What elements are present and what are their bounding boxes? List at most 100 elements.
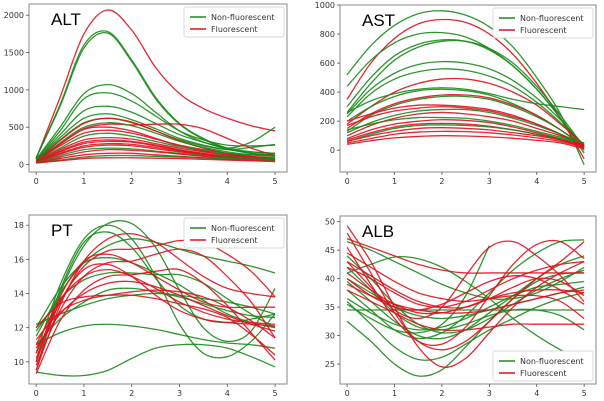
series-line-fluorescent — [346, 119, 585, 147]
x-tick-label: 5 — [582, 177, 587, 186]
panel-title-pt: PT — [51, 221, 73, 240]
x-tick-label: 3 — [487, 177, 492, 186]
legend-label: Fluorescent — [520, 369, 567, 378]
series-line-fluorescent — [35, 268, 276, 375]
series-line-fluorescent — [346, 18, 585, 160]
y-tick-label: 18 — [14, 221, 24, 230]
y-tick-label: 12 — [14, 324, 24, 333]
series-line-fluorescent — [36, 152, 276, 164]
legend-box — [183, 217, 285, 249]
legend: Non-fluorescent Fluorescent — [183, 217, 285, 249]
legend-label: Fluorescent — [211, 236, 258, 245]
series-line-non-fluorescent — [346, 266, 585, 331]
series-group-pt — [35, 220, 276, 377]
legend-label: Fluorescent — [211, 25, 258, 34]
series-line-non-fluorescent — [36, 343, 276, 377]
x-tick-label: 0 — [34, 389, 39, 398]
y-tick-label: 45 — [325, 246, 335, 255]
series-line-fluorescent — [346, 289, 585, 332]
series-line-fluorescent — [346, 283, 585, 314]
x-tick-label: 3 — [177, 177, 182, 186]
series-line-non-fluorescent — [35, 323, 276, 349]
x-tick-label: 3 — [487, 389, 492, 398]
axes-frame — [28, 214, 288, 385]
series-line-fluorescent — [346, 238, 585, 274]
y-tick-label: 0 — [330, 146, 335, 155]
x-tick-label: 0 — [34, 177, 39, 186]
y-tick-label: 400 — [320, 88, 335, 97]
series-line-non-fluorescent — [35, 92, 276, 160]
x-tick-label: 4 — [225, 389, 230, 398]
series-line-non-fluorescent — [346, 60, 585, 147]
x-tick-label: 2 — [129, 389, 134, 398]
series-line-non-fluorescent — [35, 220, 276, 371]
series-line-non-fluorescent — [35, 287, 276, 346]
series-line-fluorescent — [346, 94, 585, 147]
series-line-fluorescent — [35, 9, 276, 159]
series-line-non-fluorescent — [346, 124, 585, 144]
series-line-non-fluorescent — [346, 245, 490, 334]
y-tick-label: 35 — [325, 303, 335, 312]
panel-title-ast: AST — [362, 11, 395, 30]
series-line-non-fluorescent — [35, 147, 276, 163]
legend-label: Non-fluorescent — [211, 13, 275, 22]
legend-box — [183, 6, 285, 38]
series-line-non-fluorescent — [346, 10, 585, 166]
x-tick-label: 2 — [439, 177, 444, 186]
legend-box — [492, 7, 594, 39]
series-line-fluorescent — [35, 294, 276, 356]
y-tick-label: 25 — [325, 360, 335, 369]
series-group-alt — [35, 9, 276, 164]
y-tick-label: 16 — [14, 255, 24, 264]
y-tick-label: 10 — [14, 358, 24, 367]
y-tick-label: 800 — [320, 30, 335, 39]
y-tick-label: 1000 — [4, 86, 24, 95]
x-tick-label: 5 — [273, 389, 278, 398]
y-tick-label: 1000 — [315, 1, 335, 10]
legend: Non-fluorescent Fluorescent — [183, 6, 285, 38]
y-tick-label: 1500 — [4, 49, 24, 58]
series-line-fluorescent — [347, 135, 585, 150]
series-line-non-fluorescent — [346, 39, 585, 148]
series-line-fluorescent — [346, 261, 585, 309]
series-line-fluorescent — [346, 111, 585, 146]
series-line-fluorescent — [35, 253, 276, 359]
y-tick-label: 40 — [325, 275, 335, 284]
series-line-fluorescent — [346, 127, 585, 147]
x-tick-label: 1 — [81, 177, 86, 186]
series-group-alb — [346, 225, 585, 377]
series-line-non-fluorescent — [346, 95, 585, 148]
x-tick-label: 0 — [345, 177, 350, 186]
series-line-fluorescent — [35, 136, 276, 163]
legend: Non-fluorescent Fluorescent — [492, 7, 594, 39]
series-line-non-fluorescent — [35, 292, 276, 325]
x-tick-label: 4 — [534, 177, 539, 186]
legend-label: Non-fluorescent — [211, 224, 275, 233]
panel-title-alt: ALT — [51, 10, 81, 29]
series-line-fluorescent — [35, 248, 276, 366]
series-line-fluorescent — [36, 157, 276, 164]
legend: Non-fluorescent Fluorescent — [492, 350, 594, 382]
series-line-fluorescent — [35, 232, 276, 371]
series-line-non-fluorescent — [346, 280, 585, 331]
series-line-fluorescent — [35, 239, 276, 354]
series-group-ast — [346, 10, 585, 166]
y-tick-label: 600 — [320, 59, 335, 68]
legend-label: Fluorescent — [520, 26, 567, 35]
x-tick-label: 2 — [439, 389, 444, 398]
x-tick-label: 2 — [129, 177, 134, 186]
x-tick-label: 4 — [534, 389, 539, 398]
series-line-non-fluorescent — [346, 87, 585, 114]
series-line-non-fluorescent — [35, 113, 276, 161]
series-line-fluorescent — [346, 105, 585, 147]
subplot-alt: 0 1 2 3 4 5 0 500 1000 1500 2000 ALT Non-fluorescent… — [4, 3, 288, 186]
series-line-fluorescent — [35, 289, 276, 341]
series-line-fluorescent — [346, 130, 585, 148]
axes-frame — [28, 3, 288, 173]
x-tick-label: 5 — [582, 389, 587, 398]
y-tick-label: 14 — [14, 290, 24, 299]
series-line-fluorescent — [346, 225, 585, 368]
y-tick-label: 2000 — [4, 11, 24, 20]
